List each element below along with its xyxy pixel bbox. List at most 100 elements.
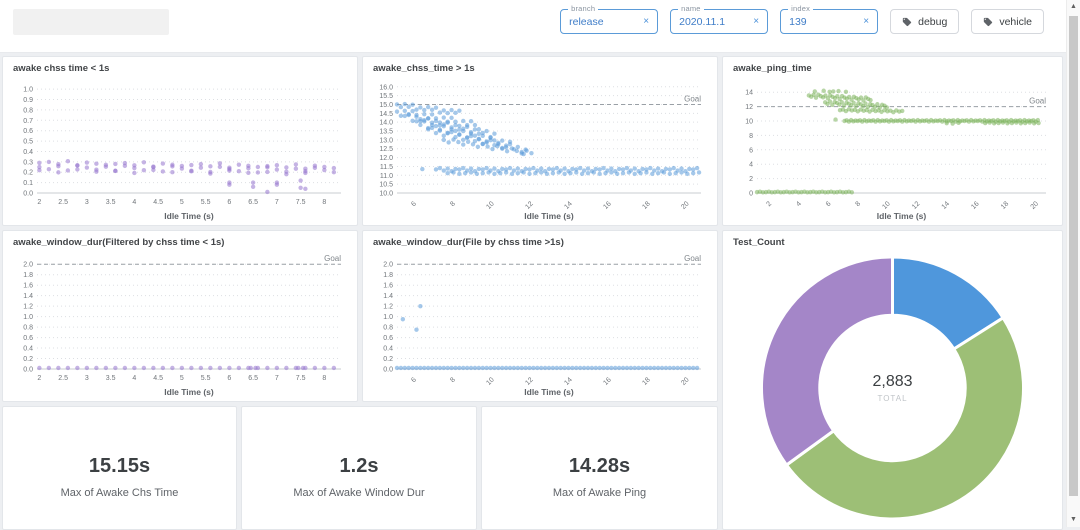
clear-icon[interactable]: × (753, 15, 760, 27)
topbar: branch release × name 2020.11.1 × index … (0, 0, 1066, 53)
svg-text:1.0: 1.0 (383, 314, 393, 321)
svg-text:3: 3 (85, 375, 89, 382)
svg-text:4: 4 (795, 200, 803, 208)
chart-panel-test-count: Test_Count 2,883 TOTAL (722, 230, 1063, 530)
svg-text:Goal: Goal (684, 254, 701, 263)
svg-text:12: 12 (911, 200, 922, 211)
svg-text:6.5: 6.5 (248, 375, 258, 382)
svg-text:3.5: 3.5 (106, 375, 116, 382)
svg-text:0.4: 0.4 (23, 346, 33, 353)
svg-text:7.5: 7.5 (296, 375, 306, 382)
svg-text:8: 8 (449, 376, 457, 384)
scatter-plot[interactable]: 0.0 0.1 0.2 0.3 0.4 0.5 0.6 0.7 0.8 0.9 1.0 2 2.5 3 3.… (7, 75, 353, 223)
scroll-up-icon[interactable]: ▲ (1070, 3, 1077, 10)
svg-text:0.9: 0.9 (23, 97, 33, 104)
logo-placeholder (13, 9, 169, 35)
svg-text:0.2: 0.2 (23, 170, 33, 177)
svg-text:0.6: 0.6 (383, 335, 393, 342)
svg-text:2: 2 (37, 199, 41, 206)
chart-title: awake_chss_time > 1s (373, 63, 475, 74)
svg-text:8: 8 (322, 199, 326, 206)
svg-text:4: 4 (132, 199, 136, 206)
green-slice[interactable] (784, 315, 1025, 521)
filter-label: branch (568, 4, 599, 13)
scrollbar-thumb[interactable] (1069, 16, 1078, 496)
filter-label: index (788, 4, 814, 13)
clear-icon[interactable]: × (643, 15, 650, 27)
svg-text:Goal: Goal (1029, 97, 1046, 106)
tag-icon (984, 17, 993, 26)
svg-text:0.3: 0.3 (23, 159, 33, 166)
svg-text:1.2: 1.2 (383, 304, 393, 311)
svg-text:10: 10 (745, 119, 753, 126)
svg-text:1.6: 1.6 (23, 283, 33, 290)
scatter-plot[interactable]: 0.0 0.2 0.4 0.6 0.8 1.0 1.2 1.4 1.6 1.8 2.0 2 2.5 3 3.… (7, 249, 353, 399)
svg-text:Idle Time (s): Idle Time (s) (877, 211, 927, 221)
svg-text:0.0: 0.0 (23, 367, 33, 374)
svg-text:8: 8 (749, 133, 753, 140)
svg-text:3.5: 3.5 (106, 199, 116, 206)
svg-text:2.0: 2.0 (23, 262, 33, 269)
tag-icon (902, 17, 912, 26)
filter-value: 139 (789, 15, 807, 28)
svg-text:0.6: 0.6 (23, 128, 33, 135)
svg-text:14: 14 (745, 90, 753, 97)
svg-text:14: 14 (941, 200, 952, 211)
kpi-card-max-awake-chs-time: 15.15s Max of Awake Chs Time (2, 406, 237, 530)
filter-chip-vehicle[interactable]: vehicle (971, 9, 1044, 34)
svg-text:2.5: 2.5 (58, 375, 68, 382)
donut-chart[interactable]: 2,883 TOTAL (733, 253, 1052, 523)
scatter-plot[interactable]: 0.0 0.2 0.4 0.6 0.8 1.0 1.2 1.4 1.6 1.8 2.0 6 8 10 12 1… (367, 249, 713, 399)
svg-text:4: 4 (132, 375, 136, 382)
svg-text:13.0: 13.0 (379, 137, 393, 144)
svg-text:Idle Time (s): Idle Time (s) (524, 211, 574, 221)
svg-text:12: 12 (524, 200, 535, 211)
svg-text:18: 18 (1000, 200, 1011, 211)
svg-text:6: 6 (825, 200, 833, 208)
svg-text:Idle Time (s): Idle Time (s) (524, 387, 574, 397)
filter-field-branch[interactable]: branch release × (560, 4, 659, 34)
scroll-down-icon[interactable]: ▼ (1070, 516, 1077, 523)
svg-text:5.5: 5.5 (201, 199, 211, 206)
svg-text:2: 2 (749, 176, 753, 183)
svg-text:14: 14 (563, 376, 574, 387)
svg-text:1.4: 1.4 (383, 293, 393, 300)
svg-text:10: 10 (485, 376, 496, 387)
svg-text:13.5: 13.5 (379, 129, 393, 136)
kpi-label: Max of Awake Ping (552, 487, 647, 499)
scatter-plot[interactable]: 10.0 10.5 11.0 11.5 12.0 12.5 13.0 13.5 14.0 14.5… (367, 75, 713, 223)
svg-text:4.5: 4.5 (153, 199, 163, 206)
vertical-scrollbar[interactable]: ▲ ▼ (1066, 0, 1080, 527)
svg-text:0.5: 0.5 (23, 139, 33, 146)
kpi-card-max-awake-ping: 14.28s Max of Awake Ping (481, 406, 718, 530)
filter-field-name[interactable]: name 2020.11.1 × (670, 4, 769, 34)
filter-bar: branch release × name 2020.11.1 × index … (560, 4, 1044, 34)
svg-text:6: 6 (749, 147, 753, 154)
filter-field-index[interactable]: index 139 × (780, 4, 879, 34)
svg-text:7: 7 (275, 375, 279, 382)
chip-label: vehicle (999, 15, 1032, 28)
svg-text:14.0: 14.0 (379, 120, 393, 127)
filter-value: release (569, 15, 604, 28)
svg-text:Idle Time (s): Idle Time (s) (164, 211, 214, 221)
svg-text:6: 6 (410, 376, 418, 384)
chart-panel-awake-window-dur-lt1s: awake_window_dur(Filtered by chss time <… (2, 230, 358, 402)
svg-text:14.5: 14.5 (379, 111, 393, 118)
svg-text:1.6: 1.6 (383, 283, 393, 290)
filter-chip-debug[interactable]: debug (890, 9, 960, 34)
svg-text:18: 18 (641, 376, 652, 387)
clear-icon[interactable]: × (863, 15, 870, 27)
svg-text:6.5: 6.5 (248, 199, 258, 206)
svg-text:11.0: 11.0 (380, 173, 393, 180)
chart-title: awake_window_dur(Filtered by chss time <… (13, 237, 225, 248)
scatter-plot[interactable]: 0 2 4 6 8 10 12 14 2 4 6 8 10 12 14 16 18 20 Goal Idle Time… (727, 75, 1058, 223)
chip-label: debug (918, 15, 948, 28)
purple-slice[interactable] (760, 255, 894, 468)
kpi-value: 1.2s (339, 455, 379, 477)
svg-text:0.7: 0.7 (23, 118, 33, 125)
svg-text:1.8: 1.8 (23, 272, 33, 279)
svg-text:Goal: Goal (684, 94, 701, 103)
svg-text:12.5: 12.5 (379, 146, 393, 153)
svg-text:7.5: 7.5 (296, 199, 306, 206)
svg-text:16: 16 (602, 200, 613, 211)
